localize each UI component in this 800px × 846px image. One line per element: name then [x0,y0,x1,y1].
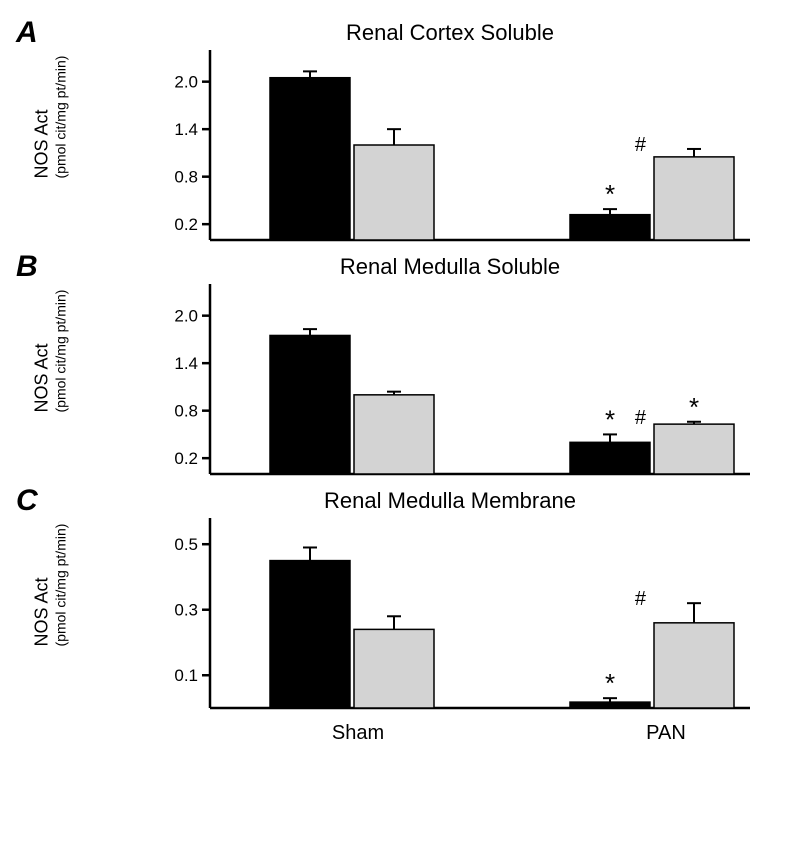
figure: A Renal Cortex Soluble NOS Act (pmol cit… [20,20,780,745]
svg-text:*: * [605,179,615,209]
svg-text:*: * [605,404,615,434]
svg-text:0.8: 0.8 [174,402,198,421]
bar-C-3 [654,623,734,708]
y-axis-label: NOS Act (pmol cit/mg pt/min) [32,586,69,646]
x-axis-labels: Sham PAN [150,722,750,745]
bar-A-3 [654,157,734,240]
svg-text:#: # [635,134,647,156]
bar-B-0 [270,335,350,474]
y-axis-label: NOS Act (pmol cit/mg pt/min) [32,118,69,178]
bar-C-2 [570,702,650,708]
svg-text:1.4: 1.4 [174,354,198,373]
y-axis-label: NOS Act (pmol cit/mg pt/min) [32,352,69,412]
svg-text:0.5: 0.5 [174,535,198,554]
bar-C-1 [354,629,434,708]
svg-text:0.2: 0.2 [174,449,198,468]
svg-text:1.4: 1.4 [174,120,198,139]
svg-text:*: * [689,392,699,422]
svg-text:#: # [335,114,347,136]
chart-C: 0.1 0.3 0.5 # * # [150,518,750,714]
panel-label-A: A [16,16,38,50]
svg-text:#: # [335,377,347,399]
x-label-sham: Sham [276,722,440,745]
svg-text:2.0: 2.0 [174,73,198,92]
panel-title-C: Renal Medulla Membrane [150,488,750,514]
svg-text:#: # [635,588,647,610]
bar-B-1 [354,395,434,474]
bar-A-2 [570,215,650,240]
svg-text:*: * [605,668,615,698]
bar-C-0 [270,561,350,708]
bar-B-2 [570,442,650,474]
svg-text:0.2: 0.2 [174,215,198,234]
svg-text:2.0: 2.0 [174,307,198,326]
bar-A-1 [354,145,434,240]
bar-A-0 [270,78,350,240]
svg-text:#: # [635,407,647,429]
panel-label-C: C [16,484,38,518]
panel-B: B Renal Medulla Soluble NOS Act (pmol ci… [20,254,780,480]
panel-A: A Renal Cortex Soluble NOS Act (pmol cit… [20,20,780,246]
panel-C: C Renal Medulla Membrane NOS Act (pmol c… [20,488,780,714]
panel-label-B: B [16,250,38,284]
chart-B: 0.2 0.8 1.4 2.0 # * # * [150,284,750,480]
x-label-pan: PAN [584,722,748,745]
panel-title-A: Renal Cortex Soluble [150,20,750,46]
svg-text:0.8: 0.8 [174,168,198,187]
bar-B-3 [654,424,734,474]
chart-A: 0.2 0.8 1.4 2.0 # * # [150,50,750,246]
svg-text:0.3: 0.3 [174,601,198,620]
svg-text:0.1: 0.1 [174,666,198,685]
svg-text:#: # [335,601,347,623]
panel-title-B: Renal Medulla Soluble [150,254,750,280]
